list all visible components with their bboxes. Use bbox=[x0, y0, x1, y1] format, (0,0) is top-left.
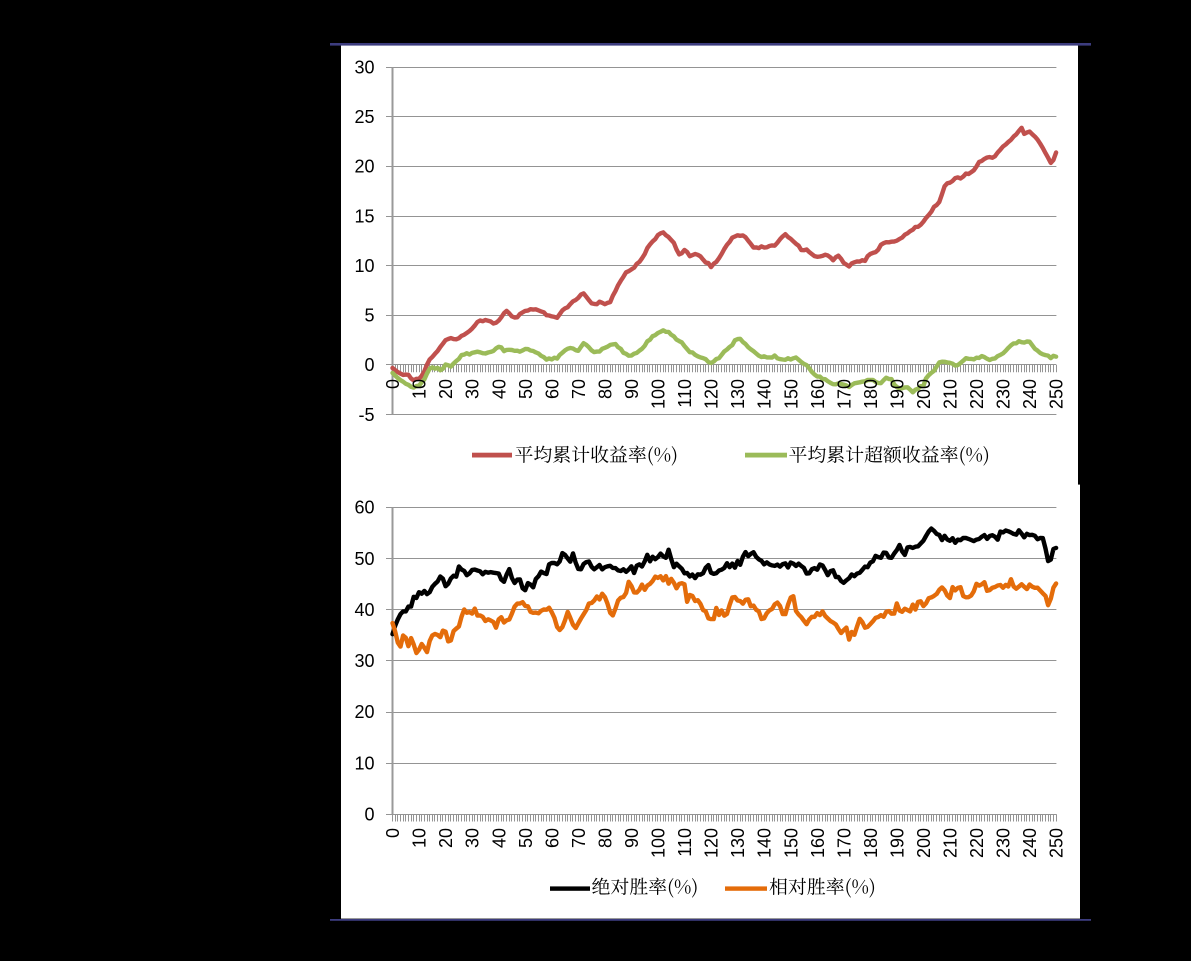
svg-text:230: 230 bbox=[994, 379, 1014, 409]
svg-text:-5: -5 bbox=[358, 405, 374, 425]
svg-text:130: 130 bbox=[728, 379, 748, 409]
svg-text:170: 170 bbox=[834, 828, 854, 858]
svg-text:210: 210 bbox=[941, 828, 961, 858]
svg-text:150: 150 bbox=[781, 828, 801, 858]
svg-text:20: 20 bbox=[354, 157, 374, 177]
svg-text:60: 60 bbox=[542, 379, 562, 399]
svg-text:40: 40 bbox=[489, 828, 509, 848]
svg-text:20: 20 bbox=[354, 702, 374, 722]
svg-text:220: 220 bbox=[967, 379, 987, 409]
svg-text:50: 50 bbox=[516, 828, 536, 848]
svg-text:60: 60 bbox=[354, 498, 374, 518]
svg-text:60: 60 bbox=[542, 828, 562, 848]
svg-text:30: 30 bbox=[463, 379, 483, 399]
svg-text:240: 240 bbox=[1020, 828, 1040, 858]
svg-text:110: 110 bbox=[675, 828, 695, 857]
svg-text:0: 0 bbox=[364, 805, 374, 825]
svg-text:80: 80 bbox=[596, 379, 616, 399]
svg-text:0: 0 bbox=[364, 355, 374, 375]
svg-text:170: 170 bbox=[834, 379, 854, 409]
svg-text:180: 180 bbox=[861, 379, 881, 409]
svg-text:10: 10 bbox=[410, 828, 430, 848]
svg-text:160: 160 bbox=[808, 379, 828, 409]
svg-text:110: 110 bbox=[675, 379, 695, 408]
svg-text:90: 90 bbox=[622, 379, 642, 399]
svg-text:50: 50 bbox=[354, 549, 374, 569]
svg-text:20: 20 bbox=[436, 379, 456, 399]
svg-text:70: 70 bbox=[569, 828, 589, 848]
svg-text:40: 40 bbox=[354, 600, 374, 620]
svg-text:0: 0 bbox=[383, 828, 403, 838]
svg-text:200: 200 bbox=[914, 379, 934, 409]
svg-text:190: 190 bbox=[887, 379, 907, 409]
svg-text:50: 50 bbox=[516, 379, 536, 399]
svg-text:210: 210 bbox=[941, 379, 961, 409]
svg-text:70: 70 bbox=[569, 379, 589, 399]
svg-text:90: 90 bbox=[622, 828, 642, 848]
svg-text:10: 10 bbox=[354, 256, 374, 276]
svg-text:160: 160 bbox=[808, 828, 828, 858]
svg-text:230: 230 bbox=[994, 828, 1014, 858]
svg-text:120: 120 bbox=[702, 379, 722, 409]
svg-text:200: 200 bbox=[914, 828, 934, 858]
svg-text:100: 100 bbox=[649, 379, 669, 409]
svg-text:150: 150 bbox=[781, 379, 801, 409]
svg-text:40: 40 bbox=[489, 379, 509, 399]
svg-text:140: 140 bbox=[755, 828, 775, 858]
svg-text:80: 80 bbox=[596, 828, 616, 848]
svg-text:240: 240 bbox=[1020, 379, 1040, 409]
svg-text:30: 30 bbox=[354, 58, 374, 78]
svg-text:30: 30 bbox=[463, 828, 483, 848]
svg-text:15: 15 bbox=[354, 206, 374, 226]
svg-text:10: 10 bbox=[354, 753, 374, 773]
svg-text:140: 140 bbox=[755, 379, 775, 409]
svg-text:180: 180 bbox=[861, 828, 881, 858]
svg-text:120: 120 bbox=[702, 828, 722, 858]
svg-text:190: 190 bbox=[887, 828, 907, 858]
svg-text:5: 5 bbox=[364, 306, 374, 326]
svg-text:20: 20 bbox=[436, 828, 456, 848]
svg-text:10: 10 bbox=[410, 379, 430, 399]
svg-text:130: 130 bbox=[728, 828, 748, 858]
svg-text:220: 220 bbox=[967, 828, 987, 858]
svg-text:0: 0 bbox=[383, 379, 403, 389]
svg-text:100: 100 bbox=[649, 828, 669, 858]
svg-text:250: 250 bbox=[1047, 379, 1067, 409]
svg-text:250: 250 bbox=[1047, 828, 1067, 858]
svg-text:25: 25 bbox=[354, 107, 374, 127]
svg-text:30: 30 bbox=[354, 651, 374, 671]
